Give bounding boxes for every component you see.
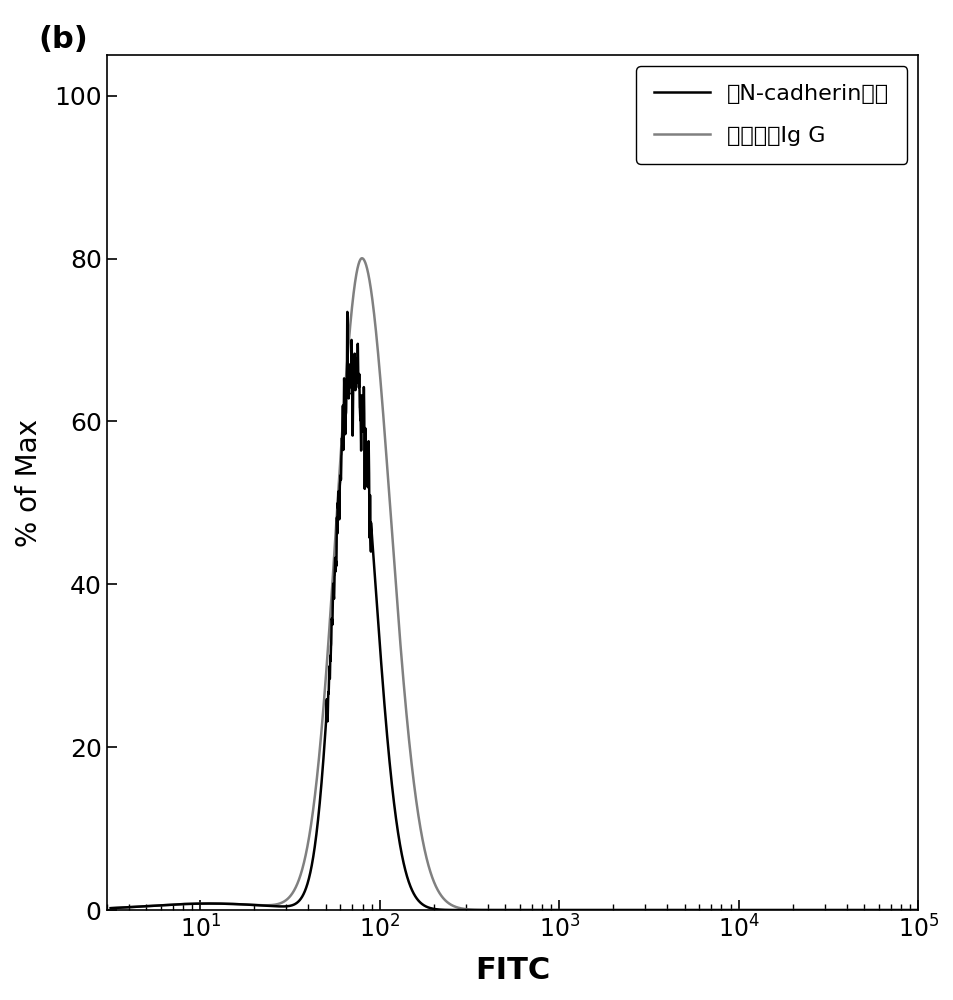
抗N-cadherin抗体 bbox=[146, 900, 157, 912]
抗N-cadherin抗体 bbox=[912, 904, 923, 916]
抗N-cadherin抗体 bbox=[355, 252, 367, 264]
抗N-cadherin抗体 bbox=[703, 904, 715, 916]
同型对照Ig G bbox=[618, 904, 629, 916]
Legend: 抗N-cadherin抗体, 同型对照Ig G: 抗N-cadherin抗体, 同型对照Ig G bbox=[636, 66, 906, 164]
抗N-cadherin抗体 bbox=[746, 904, 758, 916]
Line: 抗N-cadherin抗体: 抗N-cadherin抗体 bbox=[111, 258, 918, 910]
抗N-cadherin抗体 bbox=[105, 902, 116, 914]
Y-axis label: % of Max: % of Max bbox=[15, 419, 43, 547]
同型对照Ig G bbox=[397, 855, 409, 867]
Text: (b): (b) bbox=[38, 25, 88, 54]
同型对照Ig G bbox=[582, 904, 594, 916]
同型对照Ig G bbox=[146, 900, 157, 912]
同型对照Ig G bbox=[105, 902, 116, 914]
X-axis label: FITC: FITC bbox=[475, 956, 550, 985]
抗N-cadherin抗体 bbox=[582, 904, 594, 916]
抗N-cadherin抗体 bbox=[618, 904, 629, 916]
同型对照Ig G bbox=[703, 904, 715, 916]
同型对照Ig G bbox=[341, 306, 353, 318]
同型对照Ig G bbox=[746, 904, 758, 916]
同型对照Ig G bbox=[912, 904, 923, 916]
抗N-cadherin抗体 bbox=[397, 672, 409, 684]
Line: 同型对照Ig G: 同型对照Ig G bbox=[111, 312, 918, 910]
